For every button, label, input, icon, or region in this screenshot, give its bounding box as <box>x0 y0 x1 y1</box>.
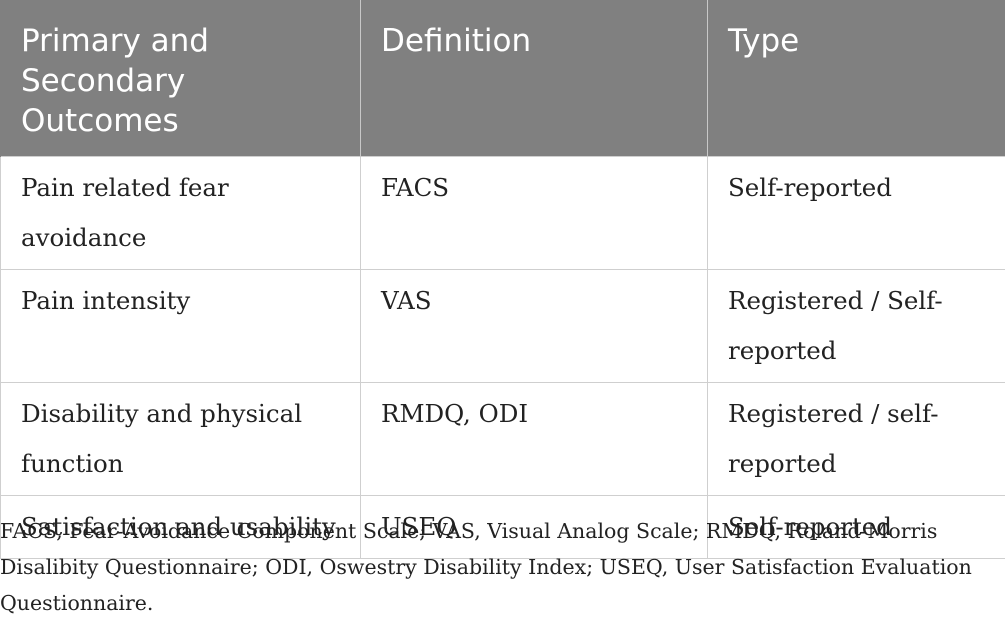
outcomes-table: Primary and Secondary Outcomes Definitio… <box>0 0 1005 559</box>
cell-type: Registered / self-reported <box>707 382 1005 496</box>
cell-definition: USEQ <box>360 495 708 559</box>
outcomes-table-container: Primary and Secondary Outcomes Definitio… <box>0 0 1005 559</box>
header-type: Type <box>707 0 1005 157</box>
cell-type: Self-reported <box>707 156 1005 270</box>
table-body: Pain related fear avoidance FACS Self-re… <box>0 156 1005 559</box>
table-row: Disability and physical function RMDQ, O… <box>0 382 1005 496</box>
cell-definition: RMDQ, ODI <box>360 382 708 496</box>
cell-outcome: Pain related fear avoidance <box>0 156 361 270</box>
header-definition: Definition <box>360 0 708 157</box>
table-row: Satisfaction and usability USEQ Self-rep… <box>0 495 1005 559</box>
header-outcomes: Primary and Secondary Outcomes <box>0 0 361 157</box>
table-header: Primary and Secondary Outcomes Definitio… <box>0 0 1005 157</box>
cell-type: Self-reported <box>707 495 1005 559</box>
cell-outcome: Disability and physical function <box>0 382 361 496</box>
cell-definition: FACS <box>360 156 708 270</box>
cell-outcome: Pain intensity <box>0 269 361 383</box>
cell-type: Registered / Self-reported <box>707 269 1005 383</box>
table-footnote: FACS, Fear-Avoidance Component Scale; VA… <box>0 519 972 615</box>
table-row: Pain related fear avoidance FACS Self-re… <box>0 156 1005 270</box>
cell-outcome: Satisfaction and usability <box>0 495 361 559</box>
cell-definition: VAS <box>360 269 708 383</box>
table-row: Pain intensity VAS Registered / Self-rep… <box>0 269 1005 383</box>
header-row: Primary and Secondary Outcomes Definitio… <box>0 0 1005 157</box>
